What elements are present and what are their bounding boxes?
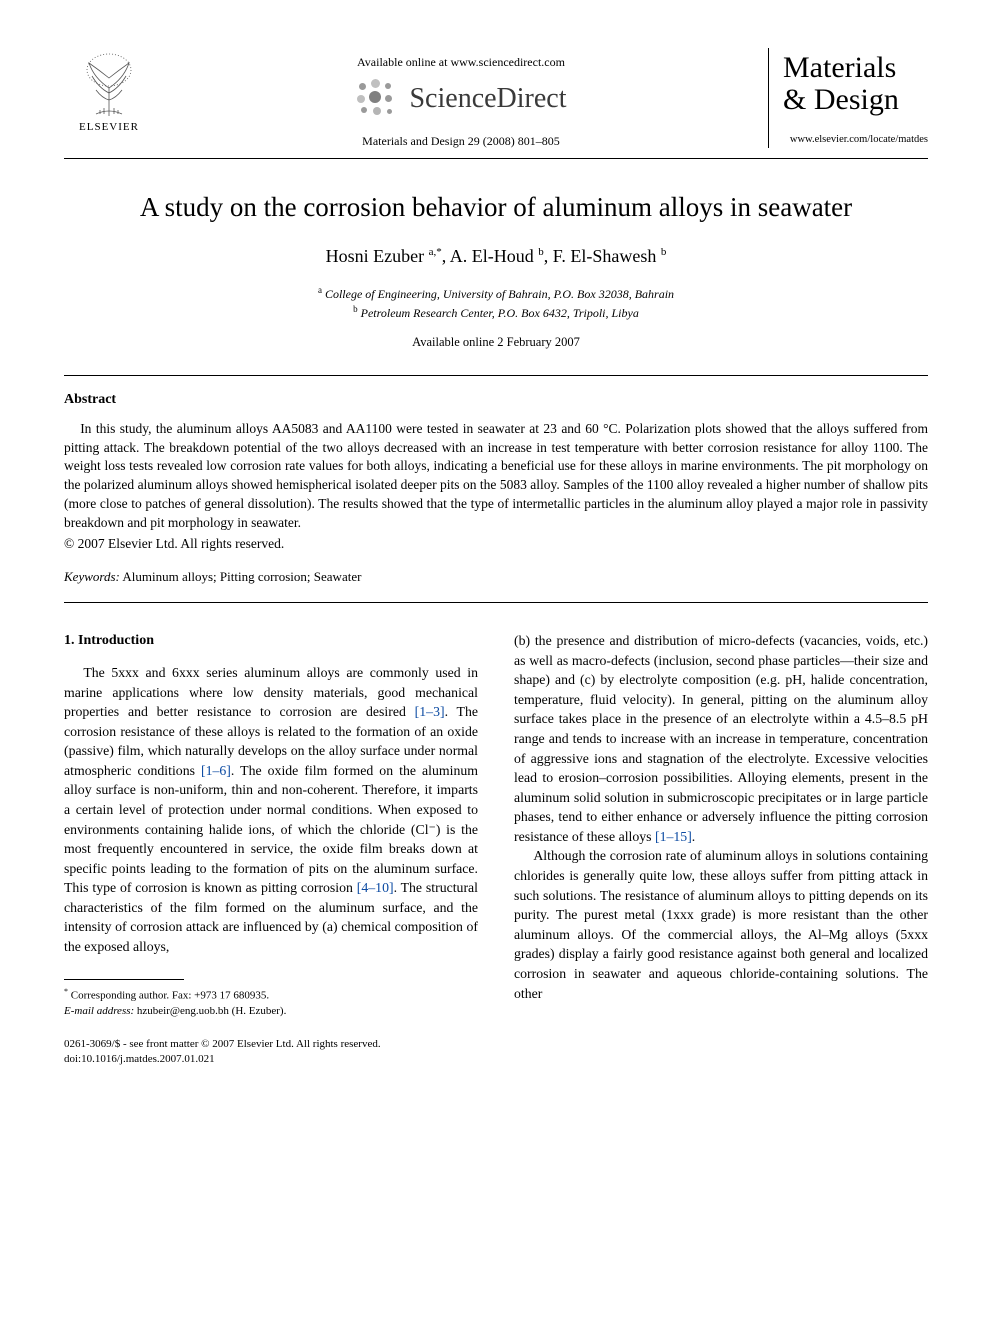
affiliation-b: Petroleum Research Center, P.O. Box 6432… <box>361 306 639 320</box>
email-suffix: (H. Ezuber). <box>232 1005 287 1017</box>
right-column: (b) the presence and distribution of mic… <box>514 631 928 1019</box>
para1-c: . The oxide film formed on the aluminum … <box>64 763 478 895</box>
journal-url: www.elsevier.com/locate/matdes <box>783 133 928 148</box>
journal-reference: Materials and Design 29 (2008) 801–805 <box>362 133 560 150</box>
keywords-text: Aluminum alloys; Pitting corrosion; Seaw… <box>120 569 362 584</box>
left-column: 1. Introduction The 5xxx and 6xxx series… <box>64 631 478 1019</box>
footnote-separator <box>64 979 184 980</box>
article-title: A study on the corrosion behavior of alu… <box>64 189 928 227</box>
journal-title-block: Materials & Design www.elsevier.com/loca… <box>768 48 928 148</box>
available-online-text: Available online at www.sciencedirect.co… <box>357 54 565 71</box>
intro-para-3: Although the corrosion rate of aluminum … <box>514 846 928 1003</box>
abstract-body: In this study, the aluminum alloys AA508… <box>64 420 928 533</box>
abstract-bottom-rule <box>64 602 928 603</box>
citation-3[interactable]: [4–10] <box>357 880 394 895</box>
abstract-top-rule <box>64 375 928 376</box>
body-columns: 1. Introduction The 5xxx and 6xxx series… <box>64 631 928 1019</box>
header: ELSEVIER Available online at www.science… <box>64 48 928 150</box>
sciencedirect-dots-icon <box>355 77 399 121</box>
publisher-label: ELSEVIER <box>79 120 139 135</box>
intro-para-1: The 5xxx and 6xxx series aluminum alloys… <box>64 663 478 957</box>
footnote-corr: Corresponding author. Fax: +973 17 68093… <box>71 989 269 1001</box>
author-1-affil: a,* <box>429 246 442 258</box>
email-address[interactable]: hzubeir@eng.uob.bh <box>134 1005 232 1017</box>
publisher-logo-block: ELSEVIER <box>64 48 154 135</box>
abstract-heading: Abstract <box>64 390 928 410</box>
intro-para-2: (b) the presence and distribution of mic… <box>514 631 928 846</box>
email-label: E-mail address: <box>64 1005 134 1017</box>
elsevier-tree-icon <box>74 48 144 118</box>
corresponding-author-footnote: * Corresponding author. Fax: +973 17 680… <box>64 986 478 1004</box>
sciencedirect-logo: ScienceDirect <box>355 77 566 121</box>
center-header: Available online at www.sciencedirect.co… <box>154 48 768 150</box>
para2-a: (b) the presence and distribution of mic… <box>514 633 928 844</box>
citation-2[interactable]: [1–6] <box>201 763 231 778</box>
email-footnote: E-mail address: hzubeir@eng.uob.bh (H. E… <box>64 1004 478 1019</box>
journal-title-line2: & Design <box>783 84 928 116</box>
available-date: Available online 2 February 2007 <box>64 334 928 352</box>
journal-title-line1: Materials <box>783 52 928 84</box>
citation-4[interactable]: [1–15] <box>655 829 692 844</box>
citation-1[interactable]: [1–3] <box>415 704 445 719</box>
author-2: A. El-Houd <box>450 246 534 266</box>
author-1: Hosni Ezuber <box>326 246 424 266</box>
sciencedirect-text: ScienceDirect <box>409 79 566 118</box>
issn-line: 0261-3069/$ - see front matter © 2007 El… <box>64 1037 928 1052</box>
keywords-line: Keywords: Aluminum alloys; Pitting corro… <box>64 568 928 586</box>
doi-line: doi:10.1016/j.matdes.2007.01.021 <box>64 1052 928 1067</box>
top-rule <box>64 158 928 159</box>
section-1-heading: 1. Introduction <box>64 631 478 651</box>
author-3: F. El-Shawesh <box>553 246 657 266</box>
bottom-info: 0261-3069/$ - see front matter © 2007 El… <box>64 1037 928 1068</box>
affiliations: a College of Engineering, University of … <box>64 284 928 322</box>
keywords-label: Keywords: <box>64 569 120 584</box>
affiliation-a: College of Engineering, University of Ba… <box>325 287 674 301</box>
abstract-copyright: © 2007 Elsevier Ltd. All rights reserved… <box>64 535 928 554</box>
para2-b: . <box>692 829 695 844</box>
authors-line: Hosni Ezuber a,*, A. El-Houd b, F. El-Sh… <box>64 244 928 269</box>
author-2-affil: b <box>538 246 544 258</box>
author-3-affil: b <box>661 246 667 258</box>
